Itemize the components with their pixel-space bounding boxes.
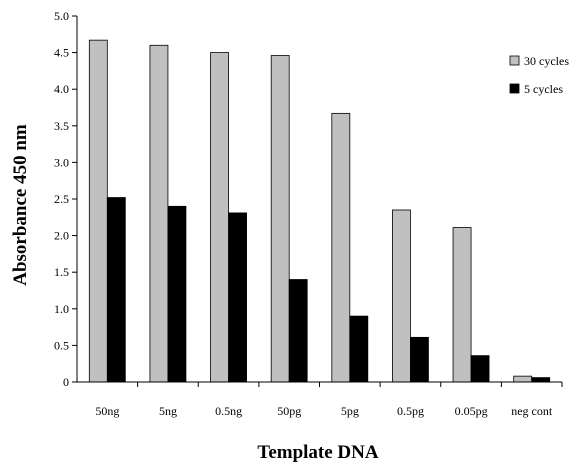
y-axis-title: Absorbance 450 nm bbox=[10, 124, 31, 286]
bar-5-cycles-neg-cont bbox=[531, 377, 551, 383]
y-axis-ticks: 0 0.5 1.0 1.5 2.0 2.5 3.0 3.5 4.0 4.5 5.0 bbox=[54, 9, 77, 389]
bar-30-cycles-0-5ng bbox=[210, 52, 229, 383]
x-axis-tick-labels: 50ng 5ng 0.5ng 50pg 5pg 0.5pg 0.05pg neg cont bbox=[95, 382, 563, 418]
bar-30-cycles-0-05pg bbox=[452, 227, 472, 383]
x-tick-label: 0.05pg bbox=[455, 404, 488, 418]
bar-5-cycles-0-05pg bbox=[470, 355, 490, 383]
bar-5-cycles-5ng bbox=[167, 205, 187, 383]
y-tick-label: 0 bbox=[63, 375, 69, 389]
y-tick-label: 1.5 bbox=[54, 265, 69, 279]
y-tick-label: 0.5 bbox=[54, 338, 69, 352]
bar-30-cycles-5ng bbox=[149, 44, 169, 383]
bar-30-cycles-0-5pg bbox=[392, 209, 411, 383]
x-tick-label: 5pg bbox=[341, 404, 359, 418]
y-tick-label: 3.5 bbox=[54, 119, 69, 133]
bar-5-cycles-50ng bbox=[106, 197, 126, 383]
x-tick-label: neg cont bbox=[511, 404, 553, 418]
legend-label: 30 cycles bbox=[524, 54, 569, 68]
bars-group bbox=[88, 39, 551, 383]
y-tick-label: 2.0 bbox=[54, 229, 69, 243]
legend-swatch bbox=[509, 55, 520, 66]
y-tick-label: 2.5 bbox=[54, 192, 69, 206]
bar-5-cycles-0-5pg bbox=[410, 336, 429, 383]
x-tick-label: 5ng bbox=[159, 404, 177, 418]
x-tick-label: 50pg bbox=[277, 404, 301, 418]
legend: 30 cycles 5 cycles bbox=[509, 54, 569, 96]
bar-30-cycles-neg-cont bbox=[513, 375, 533, 383]
x-axis-title: Template DNA bbox=[257, 442, 378, 463]
y-tick-label: 1.0 bbox=[54, 302, 69, 316]
y-tick-label: 4.5 bbox=[54, 46, 69, 60]
bar-30-cycles-50pg bbox=[270, 55, 290, 383]
legend-label: 5 cycles bbox=[524, 82, 563, 96]
y-tick-label: 3.0 bbox=[54, 155, 69, 169]
y-tick-label: 5.0 bbox=[54, 9, 69, 23]
x-tick-label: 0.5pg bbox=[397, 404, 424, 418]
bar-5-cycles-5pg bbox=[349, 315, 369, 383]
x-tick-label: 50ng bbox=[95, 404, 119, 418]
y-tick-label: 4.0 bbox=[54, 82, 69, 96]
bar-30-cycles-50ng bbox=[88, 39, 108, 383]
bar-30-cycles-5pg bbox=[331, 112, 351, 383]
x-tick-label: 0.5ng bbox=[215, 404, 242, 418]
bar-5-cycles-0-5ng bbox=[228, 212, 247, 383]
bar-5-cycles-50pg bbox=[288, 279, 308, 383]
legend-swatch bbox=[509, 83, 520, 94]
